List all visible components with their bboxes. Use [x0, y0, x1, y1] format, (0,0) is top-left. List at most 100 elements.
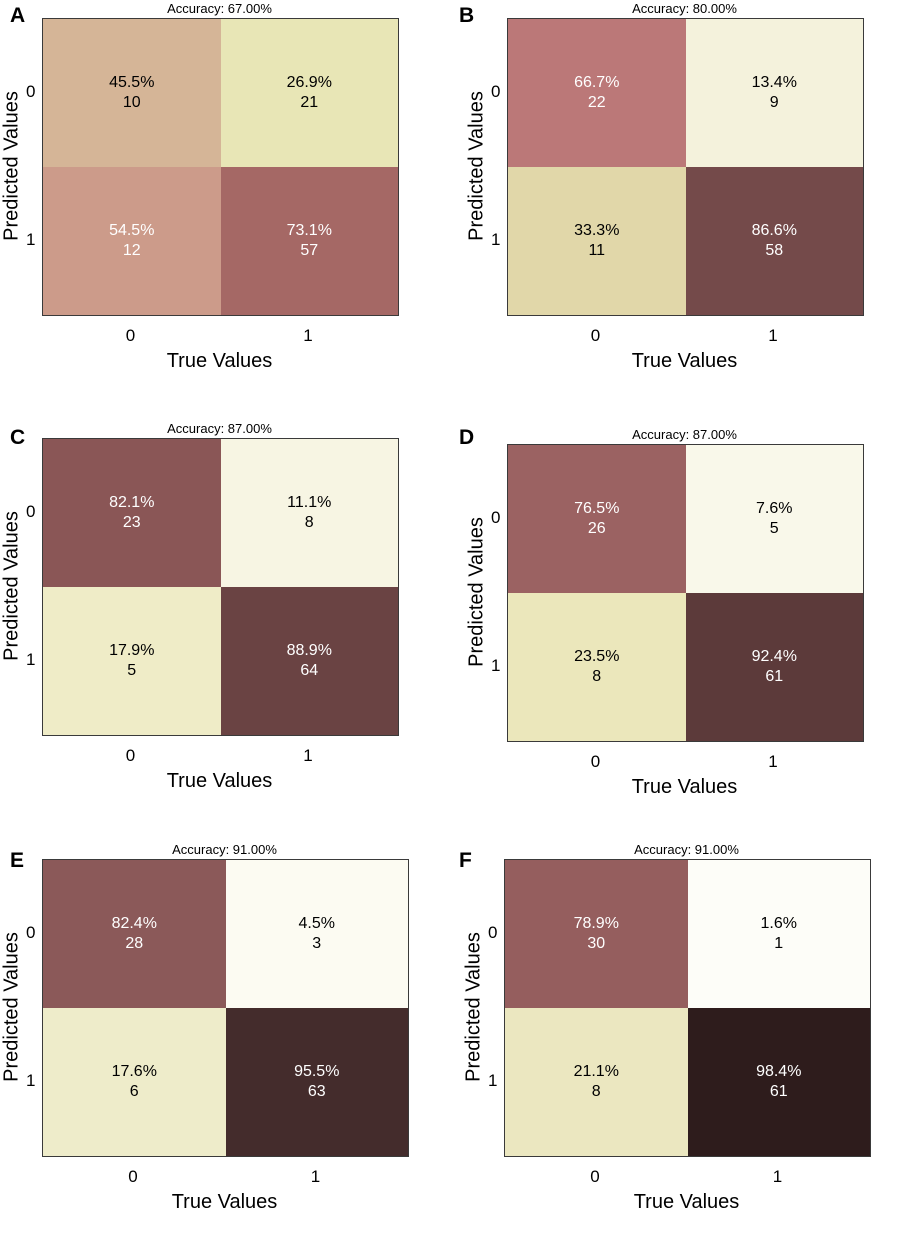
cell-percent: 11.1% — [287, 494, 332, 511]
x-tick-label: 1 — [772, 1167, 783, 1186]
x-axis-label: True Values — [631, 350, 738, 372]
panel-e: E Accuracy: 91.00% 82.4% 28 4.5% 3 17.6% 6 95.5%… — [0, 842, 449, 1251]
y-tick-label: 1 — [26, 1071, 36, 1090]
cell-percent: 26.9% — [286, 74, 332, 91]
matrix-cell: 26.9% 21 — [220, 19, 398, 167]
cell-percent: 82.1% — [109, 494, 155, 511]
matrix-cell: 86.6% 58 — [685, 167, 863, 315]
cell-percent: 73.1% — [286, 222, 332, 239]
panel-letter: D — [459, 426, 475, 449]
matrix-cell: 1.6% 1 — [687, 860, 870, 1008]
y-axis-label: Predicted Values — [465, 91, 488, 241]
panel-letter: E — [10, 849, 25, 872]
y-tick-label: 0 — [26, 923, 36, 942]
cell-count: 11 — [588, 242, 606, 259]
matrix-cell: 73.1% 57 — [220, 167, 398, 315]
cell-count: 9 — [769, 94, 779, 111]
cell-count: 6 — [129, 1083, 139, 1100]
cell-count: 12 — [122, 242, 141, 259]
matrix-cell: 4.5% 3 — [225, 860, 408, 1008]
matrix-cell: 54.5% 12 — [43, 167, 221, 315]
panel-letter: C — [10, 426, 26, 449]
y-tick-label: 0 — [488, 923, 498, 942]
matrix-cell: 78.9% 30 — [505, 860, 688, 1008]
y-tick-label: 0 — [26, 82, 36, 101]
cell-count: 10 — [122, 94, 141, 111]
y-tick-label: 1 — [488, 1071, 498, 1090]
matrix-cell: 82.4% 28 — [43, 860, 226, 1008]
confusion-matrix: 82.4% 28 4.5% 3 17.6% 6 95.5% 63 — [42, 859, 409, 1157]
matrix-cell: 66.7% 22 — [508, 19, 686, 167]
y-tick-label: 0 — [491, 508, 501, 527]
y-axis-label: Predicted Values — [0, 91, 23, 241]
cell-count: 22 — [587, 94, 606, 111]
cell-percent: 45.5% — [109, 74, 155, 91]
y-axis-label: Predicted Values — [0, 511, 23, 661]
cell-count: 58 — [765, 242, 784, 259]
cell-percent: 54.5% — [109, 222, 155, 239]
x-tick-label: 1 — [768, 326, 778, 345]
cell-percent: 92.4% — [751, 648, 797, 665]
matrix-cell: 45.5% 10 — [43, 19, 221, 167]
confusion-matrix: 82.1% 23 11.1% 8 17.9% 5 88.9% 64 — [42, 438, 399, 736]
cell-percent: 17.9% — [109, 642, 155, 659]
y-axis-label: Predicted Values — [462, 932, 485, 1082]
panel-b: B Accuracy: 80.00% 66.7% 22 13.4% 9 33.3% 11 86.… — [449, 0, 898, 406]
matrix-cell: 95.5% 63 — [225, 1008, 408, 1156]
panel-letter: A — [10, 4, 26, 27]
confusion-matrix: 76.5% 26 7.6% 5 23.5% 8 92.4% 61 — [507, 444, 864, 742]
matrix-cell: 33.3% 11 — [508, 167, 686, 315]
cell-percent: 86.6% — [751, 222, 797, 239]
cell-percent: 13.4% — [751, 74, 797, 91]
accuracy-title: Accuracy: 91.00% — [634, 842, 739, 857]
cell-percent: 23.5% — [574, 648, 620, 665]
panel-letter: B — [459, 4, 475, 27]
panel-c: C Accuracy: 87.00% 82.1% 23 11.1% 8 17.9% 5 88.9… — [0, 421, 449, 828]
matrix-cell: 82.1% 23 — [43, 439, 221, 587]
confusion-matrix: 66.7% 22 13.4% 9 33.3% 11 86.6% 58 — [507, 18, 864, 316]
x-axis-label: True Values — [166, 770, 273, 792]
panel-d: D Accuracy: 87.00% 76.5% 26 7.6% 5 23.5% 8 92.4%… — [449, 422, 898, 828]
matrix-cell: 23.5% 8 — [508, 593, 686, 741]
cell-count: 28 — [125, 935, 144, 952]
x-tick-label: 1 — [303, 746, 313, 765]
cell-percent: 4.5% — [298, 915, 335, 932]
x-tick-label: 1 — [303, 326, 313, 345]
cell-count: 8 — [592, 668, 602, 685]
cell-percent: 17.6% — [111, 1063, 157, 1080]
x-axis-label: True Values — [633, 1191, 740, 1213]
cell-count: 23 — [122, 514, 141, 531]
cell-count: 3 — [312, 935, 322, 952]
cell-percent: 1.6% — [760, 915, 797, 932]
x-tick-label: 1 — [310, 1167, 321, 1186]
cell-count: 61 — [769, 1083, 788, 1100]
cell-count: 30 — [587, 935, 606, 952]
cell-count: 8 — [304, 514, 314, 531]
x-axis-label: True Values — [166, 350, 273, 372]
matrix-cell: 11.1% 8 — [220, 439, 398, 587]
cell-percent: 7.6% — [756, 500, 793, 517]
confusion-matrix: 78.9% 30 1.6% 1 21.1% 8 98.4% 61 — [504, 859, 871, 1157]
cell-count: 26 — [587, 520, 606, 537]
cell-count: 21 — [300, 94, 319, 111]
panel-letter: F — [459, 849, 472, 872]
cell-percent: 21.1% — [573, 1063, 619, 1080]
matrix-cell: 7.6% 5 — [685, 445, 863, 593]
accuracy-title: Accuracy: 87.00% — [167, 421, 272, 436]
matrix-cell: 17.9% 5 — [43, 587, 221, 735]
x-tick-label: 0 — [125, 326, 136, 345]
cell-percent: 82.4% — [111, 915, 157, 932]
cell-count: 61 — [765, 668, 784, 685]
accuracy-title: Accuracy: 91.00% — [172, 842, 277, 857]
cell-percent: 66.7% — [574, 74, 620, 91]
cell-percent: 33.3% — [574, 222, 620, 239]
x-tick-label: 0 — [128, 1167, 138, 1186]
cell-percent: 76.5% — [574, 500, 620, 517]
x-axis-label: True Values — [631, 776, 738, 798]
cell-percent: 78.9% — [573, 915, 619, 932]
matrix-cell: 92.4% 61 — [685, 593, 863, 741]
y-axis-label: Predicted Values — [0, 932, 23, 1082]
y-tick-label: 0 — [26, 502, 36, 521]
cell-percent: 98.4% — [756, 1063, 802, 1080]
cell-count: 63 — [307, 1083, 326, 1100]
